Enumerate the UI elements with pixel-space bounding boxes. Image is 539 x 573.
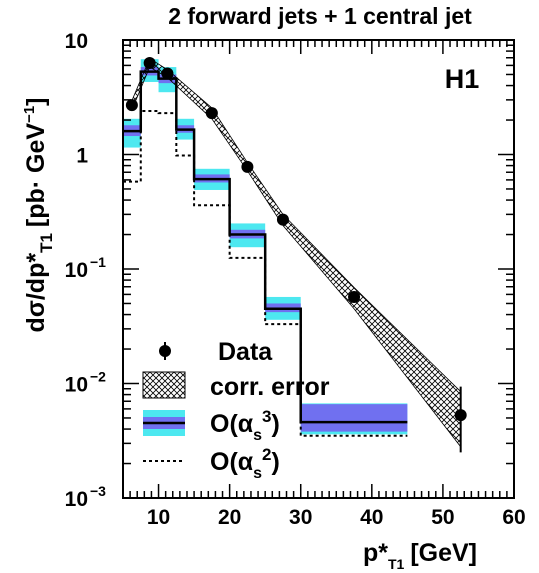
y-tick-label-exponent: −2 — [90, 369, 106, 385]
data-point — [276, 213, 289, 226]
lo-prediction-histogram — [123, 109, 408, 437]
legend-label-data: Data — [218, 338, 273, 366]
x-axis-label-sub: T1 — [388, 556, 405, 572]
x-tick-label: 10 — [147, 506, 170, 529]
legend-entry-nlo: O(αs3) — [143, 407, 280, 444]
y-tick-label: 1 — [76, 145, 88, 168]
legend-label-nlo: O(αs3) — [210, 407, 280, 444]
legend-data-marker — [159, 345, 171, 357]
x-tick-label: 40 — [360, 506, 383, 529]
legend-entry-corr-error: corr. error — [142, 371, 330, 401]
x-tick-label: 50 — [431, 506, 454, 529]
y-tick-label: 10 — [65, 259, 88, 282]
legend-hatch-swatch — [142, 371, 186, 399]
legend: Data corr. error O(αs3) O(αs2) — [142, 338, 330, 482]
y-axis-label-unit: [pb· GeV — [22, 123, 50, 227]
x-tick-label: 20 — [218, 506, 241, 529]
y-tick-label: 10 — [65, 30, 88, 53]
x-tick-labels: 10 20 30 40 50 60 — [147, 506, 526, 529]
y-tick-label-exponent: −3 — [90, 483, 106, 499]
nlo-step-line — [123, 70, 408, 424]
lo-step-line — [123, 109, 408, 437]
chart-title: 2 forward jets + 1 central jet — [168, 3, 472, 29]
data-point — [241, 160, 254, 173]
legend-label-lo: O(αs2) — [210, 445, 280, 482]
axis-ticks — [122, 40, 515, 499]
nlo-inner-band-bin — [300, 404, 408, 432]
legend-entry-lo: O(αs2) — [143, 445, 280, 482]
data-point — [348, 290, 361, 303]
x-axis-label-unit: [GeV] — [410, 539, 477, 567]
y-axis-label-sub: T1 — [37, 233, 56, 253]
x-tick-label: 60 — [502, 506, 525, 529]
y-tick-label-exponent: −1 — [90, 254, 106, 270]
data-point — [125, 99, 138, 112]
data-point — [161, 67, 174, 80]
y-tick-label: 10 — [65, 374, 88, 397]
legend-label-corr-error: corr. error — [210, 373, 330, 401]
legend-entry-data: Data — [159, 338, 273, 366]
data-point — [143, 56, 156, 69]
experiment-label: H1 — [445, 64, 480, 94]
x-axis-label: p*T1 [GeV] — [363, 539, 477, 572]
y-axis-label-main: dσ/dp* — [22, 253, 50, 333]
y-tick-label: 10 — [65, 488, 88, 511]
x-axis-label-main: p* — [363, 539, 388, 567]
y-axis-label-unit-end: ] — [22, 97, 50, 105]
y-axis-label-unit-exp: −1 — [21, 106, 38, 123]
data-points — [125, 56, 467, 453]
data-point — [454, 409, 467, 422]
nlo-prediction-histogram — [123, 70, 408, 424]
y-axis-label: dσ/dp*T1 [pb· GeV−1] — [21, 97, 56, 332]
data-point — [205, 107, 218, 120]
x-tick-label: 30 — [289, 506, 312, 529]
